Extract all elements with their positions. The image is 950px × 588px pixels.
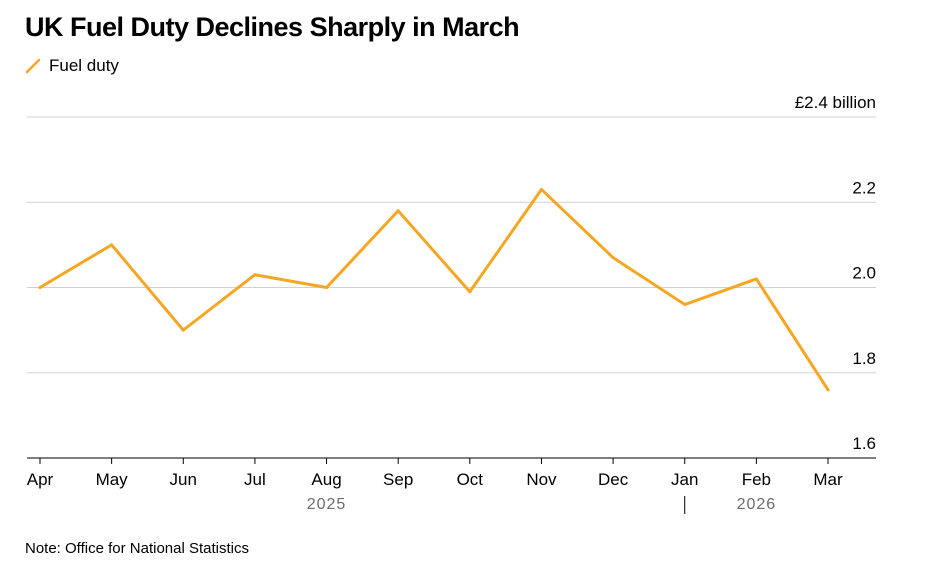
data-point <box>611 256 615 260</box>
data-point <box>754 277 758 281</box>
data-point <box>539 187 543 191</box>
year-label: 2025 <box>307 496 347 513</box>
x-tick-label: Apr <box>27 470 54 489</box>
y-tick-label: 2.2 <box>852 178 876 197</box>
data-point <box>396 209 400 213</box>
x-tick-label: Oct <box>457 470 484 489</box>
y-tick-label: 1.6 <box>852 434 876 453</box>
x-tick-label: Aug <box>311 470 341 489</box>
x-tick-label: Sep <box>383 470 413 489</box>
data-point <box>325 286 329 289</box>
data-point <box>826 388 830 392</box>
x-tick-label: Dec <box>598 470 629 489</box>
data-point <box>468 290 472 294</box>
chart-title: UK Fuel Duty Declines Sharply in March <box>25 12 520 42</box>
x-tick-label: Jan <box>671 470 698 489</box>
year-label: 2026 <box>737 496 777 513</box>
y-tick-label: 1.8 <box>852 349 876 368</box>
x-tick-label: May <box>96 470 129 489</box>
x-tick-label: Nov <box>526 470 557 489</box>
source-note: Note: Office for National Statistics <box>25 540 249 557</box>
y-tick-label: 2.0 <box>852 264 876 283</box>
data-point <box>253 273 257 277</box>
data-point <box>181 328 185 332</box>
x-tick-label: Jun <box>170 470 197 489</box>
x-tick-label: Jul <box>244 470 266 489</box>
data-point <box>38 286 42 289</box>
legend-line-swatch-icon <box>25 58 41 74</box>
data-point <box>110 243 114 247</box>
legend-entry-fuel-duty: Fuel duty <box>49 56 119 75</box>
x-tick-label: Mar <box>813 470 843 489</box>
series-line-fuel-duty <box>38 187 830 392</box>
line-chart: £2.4 billion 2.2 2.0 1.8 1.6 Apr May Jun Jul Aug S… <box>27 93 876 514</box>
legend: Fuel duty <box>25 56 119 76</box>
y-tick-label: £2.4 billion <box>795 93 876 112</box>
x-tick-label: Feb <box>742 470 771 489</box>
data-point <box>683 303 687 307</box>
